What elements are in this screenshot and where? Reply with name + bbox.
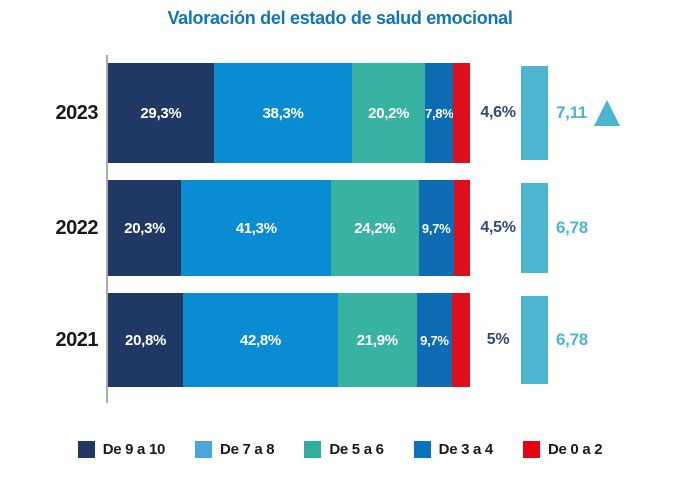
bar-segment: 20,8% xyxy=(108,293,184,387)
bar-segment: 7,8% xyxy=(425,63,454,163)
average-score-bar xyxy=(521,296,548,384)
bar-segment: 29,3% xyxy=(108,63,214,163)
segment-label: 24,2% xyxy=(354,219,396,237)
average-score-bar xyxy=(521,66,548,160)
average-score-value: 6,78 xyxy=(556,330,588,349)
legend: De 9 a 10 De 7 a 8 De 5 a 6 De 3 a 4 De 0 a … xyxy=(0,441,680,458)
bar-segment: 20,2% xyxy=(352,63,426,163)
segment-label: 9,7% xyxy=(420,332,449,348)
outside-segment-label: 4,5% xyxy=(480,219,516,236)
average-score-value: 7,11 xyxy=(556,103,587,122)
bar-segment: 42,8% xyxy=(183,293,338,387)
legend-label: De 5 a 6 xyxy=(329,441,384,458)
legend-label: De 7 a 8 xyxy=(220,441,275,458)
segment-label: 20,2% xyxy=(368,104,410,122)
bar-segment: 9,7% xyxy=(416,293,452,387)
stacked-bar: 20,3% 41,3% 24,2% 9,7% xyxy=(108,180,470,276)
outside-segment-label: 5% xyxy=(486,331,510,348)
year-label: 2021 xyxy=(55,328,99,351)
bar-segment xyxy=(451,293,470,387)
segment-label: 21,9% xyxy=(356,331,398,349)
bar-row: 2023 29,3% 38,3% 20,2% 7,8% 4,6% 7,11 xyxy=(0,63,680,163)
legend-swatch xyxy=(195,441,213,458)
average-score-value: 6,78 xyxy=(556,218,588,237)
y-axis-line xyxy=(106,55,108,403)
bar-segment: 24,2% xyxy=(330,180,419,276)
legend-item: De 7 a 8 xyxy=(195,441,275,458)
legend-swatch xyxy=(413,441,431,458)
stacked-bar: 29,3% 38,3% 20,2% 7,8% xyxy=(108,63,470,163)
average-score-bar xyxy=(521,183,548,273)
bar-segment: 20,3% xyxy=(108,180,182,276)
segment-label: 7,8% xyxy=(425,105,454,121)
year-label: 2023 xyxy=(55,101,99,124)
segment-label: 20,8% xyxy=(125,331,167,349)
legend-swatch xyxy=(77,441,95,458)
segment-label: 29,3% xyxy=(140,104,182,122)
bar-segment: 9,7% xyxy=(418,180,454,276)
legend-item: De 5 a 6 xyxy=(304,441,384,458)
segment-label: 42,8% xyxy=(239,331,281,349)
legend-label: De 0 a 2 xyxy=(547,441,603,458)
bar-segment: 38,3% xyxy=(213,63,353,163)
chart-title: Valoración del estado de salud emocional xyxy=(167,8,513,28)
legend-label: De 9 a 10 xyxy=(102,441,166,458)
bar-segment xyxy=(453,63,470,163)
trend-up-icon xyxy=(594,100,620,126)
legend-swatch xyxy=(522,441,540,458)
bar-row: 2022 20,3% 41,3% 24,2% 9,7% 4,5% 6,78 xyxy=(0,180,680,276)
bar-segment: 21,9% xyxy=(337,293,417,387)
segment-label: 20,3% xyxy=(124,219,166,237)
legend-item: De 0 a 2 xyxy=(522,441,603,458)
year-label: 2022 xyxy=(55,216,99,239)
legend-swatch xyxy=(304,441,322,458)
segment-label: 41,3% xyxy=(235,219,277,237)
stacked-bar: 20,8% 42,8% 21,9% 9,7% xyxy=(108,293,470,387)
legend-label: De 3 a 4 xyxy=(438,441,494,458)
bar-segment xyxy=(453,180,470,276)
legend-item: De 3 a 4 xyxy=(413,441,494,458)
bar-segment: 41,3% xyxy=(181,180,331,276)
bar-row: 2021 20,8% 42,8% 21,9% 9,7% 5% 6,78 xyxy=(0,293,680,387)
segment-label: 9,7% xyxy=(421,220,451,236)
segment-label: 38,3% xyxy=(262,104,304,122)
outside-segment-label: 4,6% xyxy=(480,104,516,121)
legend-item: De 9 a 10 xyxy=(77,441,166,458)
